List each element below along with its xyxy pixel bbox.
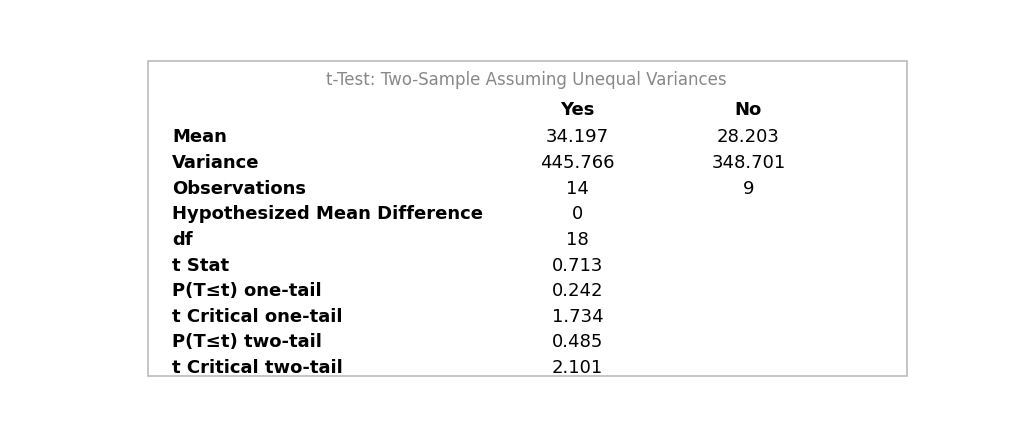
Text: Variance: Variance	[172, 154, 260, 172]
Text: df: df	[172, 231, 193, 249]
Text: 9: 9	[743, 180, 754, 198]
Text: 34.197: 34.197	[546, 128, 609, 146]
FancyBboxPatch shape	[148, 61, 907, 376]
Text: Mean: Mean	[172, 128, 227, 146]
Text: 348.701: 348.701	[711, 154, 786, 172]
Text: t Stat: t Stat	[172, 257, 229, 275]
Text: 2.101: 2.101	[552, 359, 603, 377]
Text: t Critical one-tail: t Critical one-tail	[172, 308, 343, 326]
Text: 28.203: 28.203	[717, 128, 780, 146]
Text: 14: 14	[566, 180, 589, 198]
Text: 1.734: 1.734	[552, 308, 603, 326]
Text: 0.242: 0.242	[552, 282, 603, 300]
Text: 0.485: 0.485	[552, 333, 603, 352]
Text: Yes: Yes	[560, 102, 595, 120]
Text: 18: 18	[566, 231, 589, 249]
Text: 445.766: 445.766	[541, 154, 615, 172]
Text: 0: 0	[571, 205, 583, 223]
Text: t Critical two-tail: t Critical two-tail	[172, 359, 343, 377]
Text: P(T≤t) one-tail: P(T≤t) one-tail	[172, 282, 321, 300]
Text: No: No	[735, 102, 762, 120]
Text: P(T≤t) two-tail: P(T≤t) two-tail	[172, 333, 322, 352]
Text: Observations: Observations	[172, 180, 306, 198]
Text: Hypothesized Mean Difference: Hypothesized Mean Difference	[172, 205, 483, 223]
Text: 0.713: 0.713	[552, 257, 603, 275]
Text: t-Test: Two-Sample Assuming Unequal Variances: t-Test: Two-Sample Assuming Unequal Vari…	[325, 71, 726, 89]
